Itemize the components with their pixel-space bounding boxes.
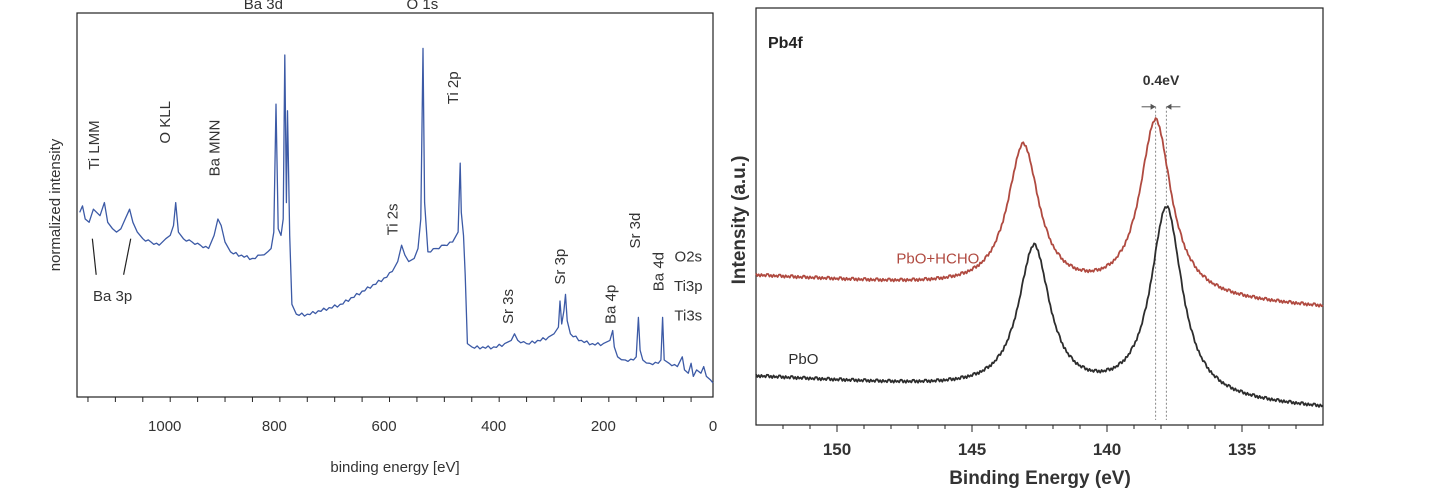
peak-label: O KLL — [157, 101, 174, 144]
pb4f-panel: Pb4f 150 145 140 135 0.4eV PbO+HCHO PbO Bind… — [729, 7, 1324, 489]
peak-label: O2s — [675, 249, 703, 266]
x-tick-label: 150 — [823, 440, 851, 459]
survey-series — [79, 47, 714, 384]
survey-x-axis: 1000 800 600 400 200 0 — [87, 397, 717, 435]
peak-label: Sr 3d — [627, 213, 644, 249]
survey-plot-frame — [76, 12, 714, 398]
peak-label: Ti 2p — [445, 71, 462, 104]
shift-arrowhead — [1150, 103, 1156, 110]
peak-label: Sr 3p — [552, 249, 569, 285]
survey-panel: 1000 800 600 400 200 0 Ti LMM O KLL Ba MNN Ba 3d… — [47, 0, 717, 476]
x-tick-label: 1000 — [148, 418, 181, 435]
peak-label: Ba 3p — [93, 288, 132, 305]
peak-label: Sr 3s — [500, 289, 517, 324]
ba3p-bracket — [91, 238, 132, 275]
survey-y-axis-label: normalized intensity — [47, 138, 64, 271]
x-tick-label: 600 — [372, 418, 397, 435]
peak-label: Ba 3d — [244, 0, 283, 13]
pb4f-peak-guides: 0.4eV — [1141, 72, 1181, 420]
bracket-line — [91, 238, 97, 275]
x-tick-label: 135 — [1228, 440, 1256, 459]
pb4f-y-axis-label: Intensity (a.u.) — [729, 156, 750, 285]
series-line-pbo-hcho — [755, 117, 1324, 308]
peak-label: Ti 2s — [385, 203, 402, 235]
series-label: PbO+HCHO — [896, 250, 979, 267]
pb4f-panel-label: Pb4f — [768, 35, 803, 52]
bracket-line — [123, 238, 132, 275]
pb4f-x-axis: 150 145 140 135 — [782, 425, 1297, 459]
shift-arrowhead — [1166, 103, 1172, 110]
peak-label: Ti3p — [674, 278, 703, 295]
x-tick-label: 140 — [1093, 440, 1121, 459]
pb4f-x-axis-label: Binding Energy (eV) — [949, 468, 1131, 489]
shift-annotation: 0.4eV — [1143, 72, 1180, 88]
survey-spectrum-line — [79, 47, 714, 384]
peak-label: Ba MNN — [207, 120, 224, 177]
x-tick-label: 400 — [481, 418, 506, 435]
survey-annotations: Ti LMM O KLL Ba MNN Ba 3d O 1s Ti 2p Ti 2s Sr 3… — [86, 0, 703, 325]
pb4f-series — [755, 117, 1324, 408]
x-tick-label: 0 — [709, 418, 717, 435]
peak-label: Ba 4p — [602, 285, 619, 324]
x-tick-label: 145 — [958, 440, 986, 459]
peak-label: Ba 4d — [651, 252, 668, 291]
x-tick-label: 200 — [591, 418, 616, 435]
peak-label: Ti LMM — [86, 120, 103, 169]
series-line-pbo — [755, 205, 1324, 408]
series-label: PbO — [788, 351, 818, 368]
pb4f-series-labels: PbO+HCHO PbO — [788, 250, 979, 368]
survey-x-axis-label: binding energy [eV] — [330, 459, 459, 476]
peak-label: O 1s — [407, 0, 439, 13]
peak-label: Ti3s — [674, 308, 702, 325]
pb4f-plot-frame — [755, 7, 1324, 426]
x-tick-label: 800 — [262, 418, 287, 435]
